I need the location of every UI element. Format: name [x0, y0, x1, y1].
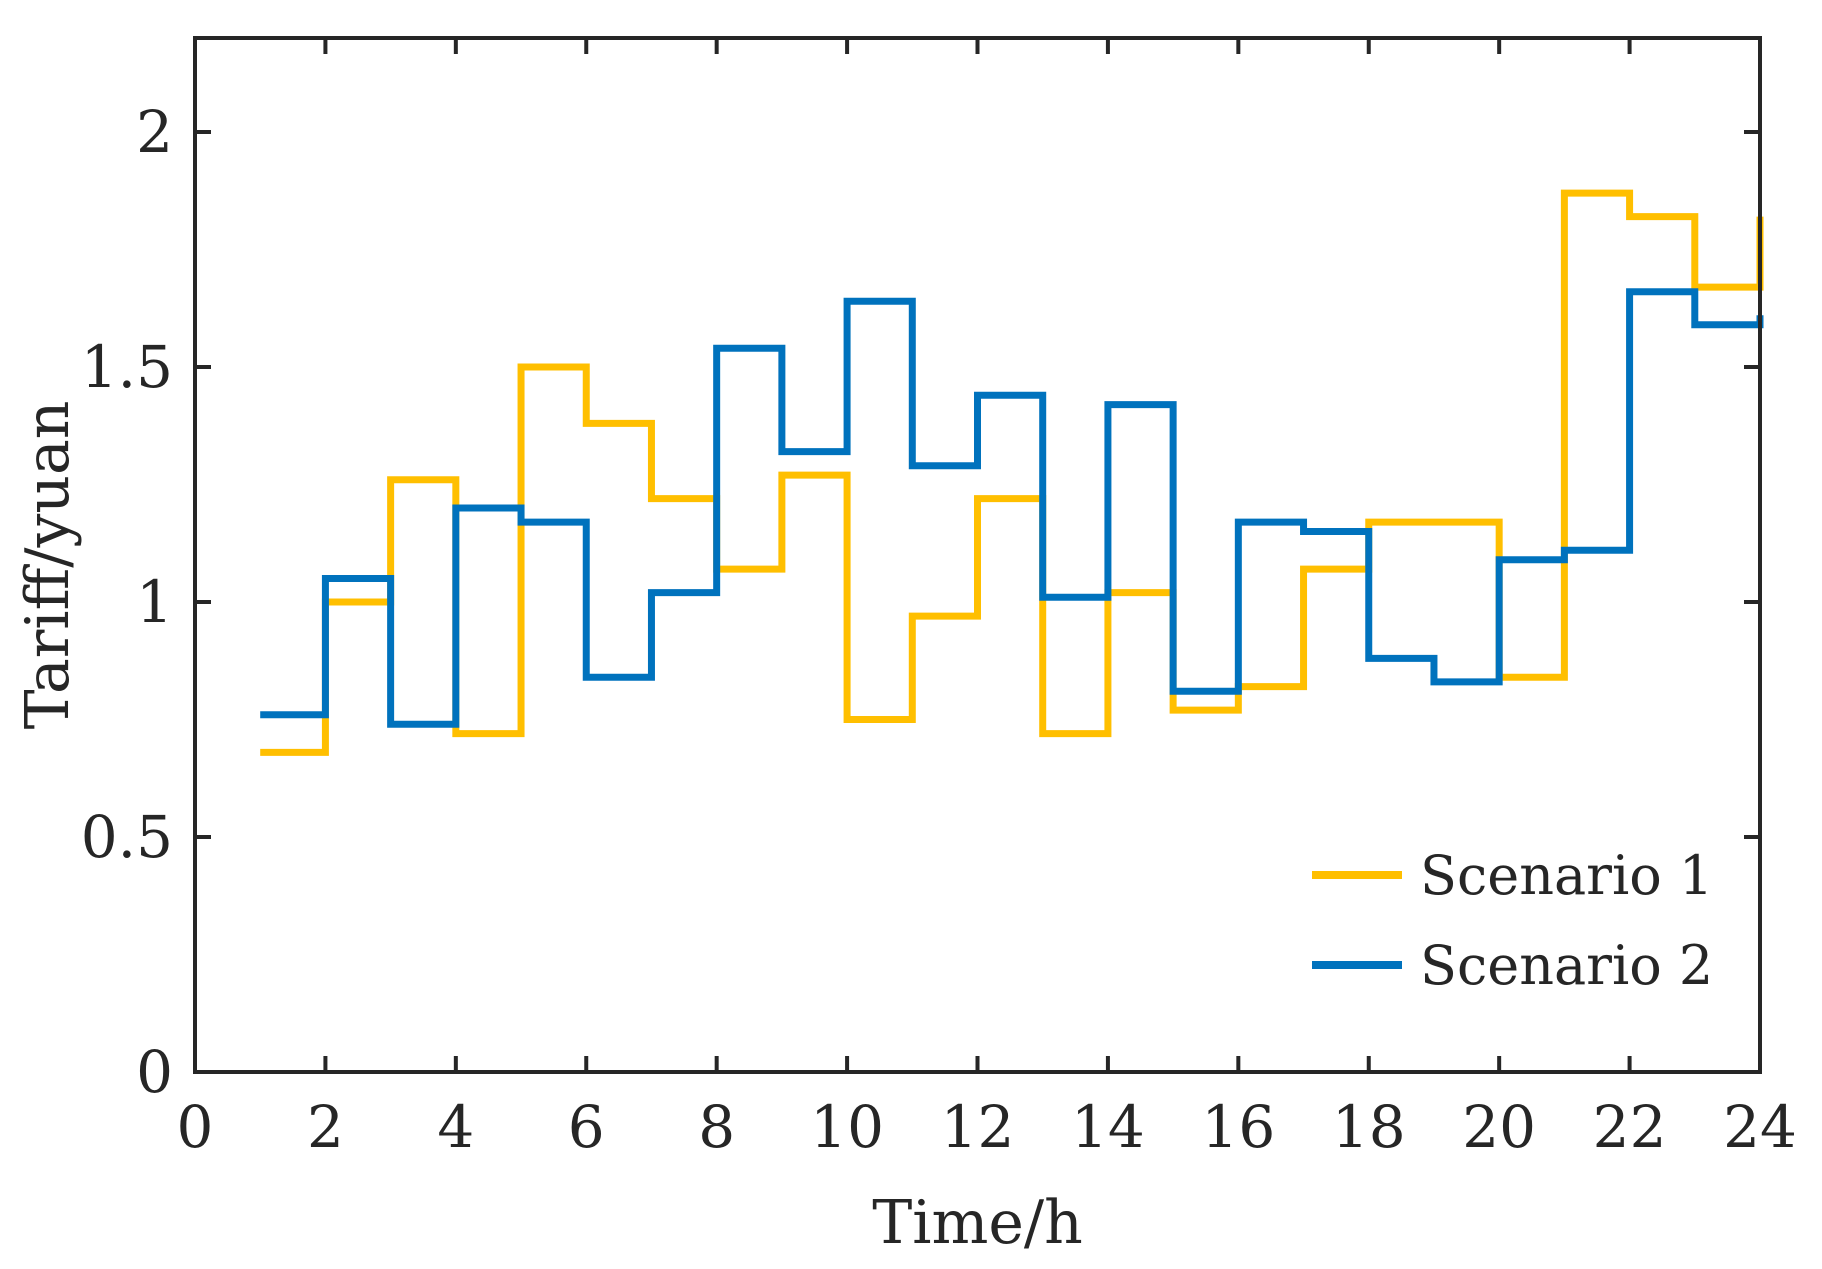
y-axis-label: Tariff/yuan: [13, 401, 83, 730]
x-tick-label: 22: [1593, 1093, 1667, 1161]
y-tick-label: 0: [136, 1038, 173, 1106]
x-axis-label: Time/h: [872, 1188, 1082, 1258]
y-tick-label: 1.5: [81, 333, 173, 401]
x-tick-label: 14: [1071, 1093, 1145, 1161]
x-tick-label: 18: [1332, 1093, 1406, 1161]
series-layer: [260, 189, 1764, 756]
x-tick-label: 20: [1462, 1093, 1536, 1161]
y-tick-label: 2: [136, 98, 173, 166]
x-tick-label: 16: [1201, 1093, 1275, 1161]
x-tick-label: 8: [698, 1093, 735, 1161]
y-tick-label: 1: [136, 568, 173, 636]
legend: Scenario 1 Scenario 2: [1312, 844, 1713, 997]
series-line-1: [260, 189, 1764, 756]
x-tick-label: 6: [568, 1093, 605, 1161]
legend-label-1: Scenario 1: [1420, 844, 1713, 907]
y-tick-label: 0.5: [81, 803, 173, 871]
x-tick-label: 24: [1723, 1093, 1797, 1161]
x-tick-label: 2: [307, 1093, 344, 1161]
x-tick-label: 12: [941, 1093, 1015, 1161]
x-tick-label: 4: [437, 1093, 474, 1161]
x-tick-label: 0: [177, 1093, 214, 1161]
x-tick-label: 10: [810, 1093, 884, 1161]
series-line-2: [260, 288, 1764, 728]
legend-label-2: Scenario 2: [1420, 934, 1713, 997]
